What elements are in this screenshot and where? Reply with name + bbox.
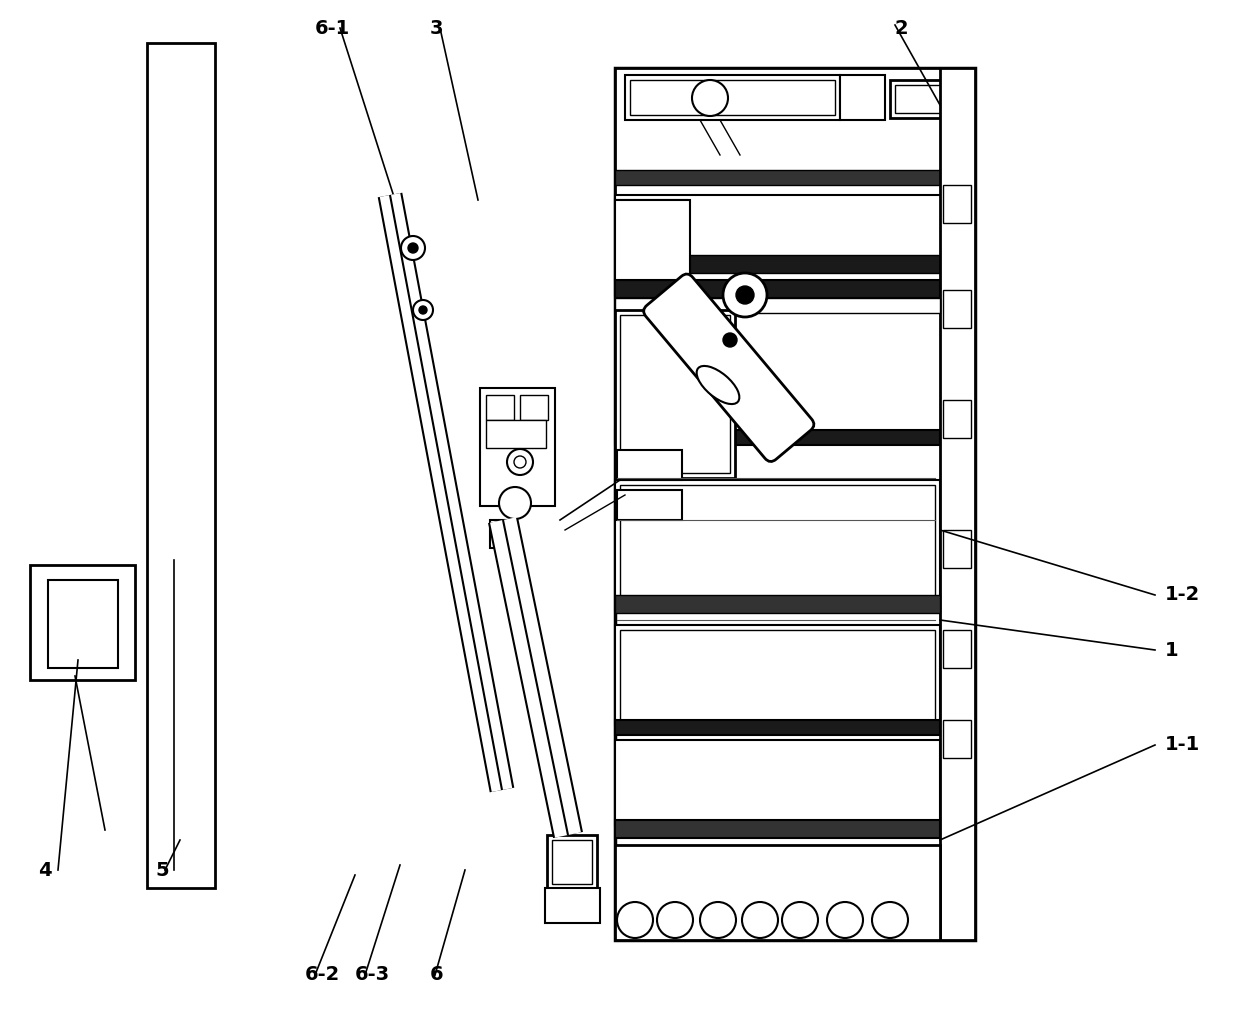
Bar — [615, 68, 975, 940]
Circle shape — [782, 902, 818, 938]
Circle shape — [498, 487, 531, 519]
Bar — [620, 485, 935, 605]
Bar — [625, 75, 839, 120]
Bar — [942, 720, 971, 758]
Bar — [552, 840, 591, 884]
Text: 2: 2 — [895, 18, 909, 38]
Bar — [615, 68, 975, 233]
Circle shape — [657, 902, 693, 938]
Bar — [615, 595, 940, 613]
Bar — [895, 85, 970, 113]
Bar — [942, 400, 971, 438]
Bar — [618, 450, 682, 480]
Bar — [480, 388, 556, 506]
Bar — [546, 888, 600, 923]
Bar — [940, 68, 975, 940]
Circle shape — [827, 902, 863, 938]
Bar — [486, 395, 515, 420]
Bar — [615, 195, 975, 294]
Circle shape — [701, 902, 737, 938]
Bar — [942, 290, 971, 328]
Text: 6-1: 6-1 — [315, 18, 350, 38]
Bar — [615, 298, 940, 313]
Circle shape — [618, 902, 653, 938]
Bar — [618, 200, 687, 255]
Text: 1-1: 1-1 — [1166, 736, 1200, 754]
Text: 4: 4 — [38, 860, 52, 879]
Text: 6-3: 6-3 — [355, 965, 391, 984]
Bar — [620, 315, 730, 473]
Circle shape — [737, 286, 754, 304]
Circle shape — [507, 449, 533, 475]
Bar — [615, 845, 940, 940]
Bar — [615, 740, 940, 825]
Bar — [615, 310, 735, 478]
Bar — [615, 430, 940, 445]
Circle shape — [419, 306, 427, 314]
Bar — [839, 75, 885, 120]
Text: 5: 5 — [155, 860, 169, 879]
Bar — [622, 205, 682, 250]
Bar — [547, 835, 596, 890]
Circle shape — [413, 300, 433, 320]
Bar — [942, 630, 971, 668]
Circle shape — [401, 236, 425, 260]
Bar — [48, 580, 118, 668]
Text: 6-2: 6-2 — [305, 965, 340, 984]
Bar — [630, 81, 835, 115]
Text: 1-2: 1-2 — [1166, 586, 1200, 604]
Bar — [486, 420, 546, 448]
Ellipse shape — [697, 366, 739, 405]
Bar — [148, 43, 215, 888]
Circle shape — [742, 902, 777, 938]
Bar — [942, 530, 971, 568]
Bar — [615, 720, 940, 735]
Bar — [890, 81, 975, 118]
Circle shape — [692, 81, 728, 116]
Bar — [615, 255, 975, 273]
Bar — [490, 520, 515, 548]
Bar — [615, 200, 689, 280]
Circle shape — [723, 333, 737, 347]
FancyBboxPatch shape — [644, 274, 813, 462]
Circle shape — [515, 455, 526, 468]
Text: 1: 1 — [1166, 641, 1179, 659]
Bar — [620, 630, 935, 720]
Text: 3: 3 — [430, 18, 444, 38]
Circle shape — [872, 902, 908, 938]
Bar — [615, 170, 975, 185]
Text: 6: 6 — [430, 965, 444, 984]
Circle shape — [408, 243, 418, 253]
Circle shape — [723, 273, 768, 317]
Bar — [942, 185, 971, 223]
Bar — [615, 820, 940, 838]
Bar — [618, 490, 682, 520]
Bar — [615, 480, 940, 610]
Bar — [520, 395, 548, 420]
Bar — [615, 625, 940, 725]
Bar — [615, 280, 940, 298]
Bar — [30, 565, 135, 680]
